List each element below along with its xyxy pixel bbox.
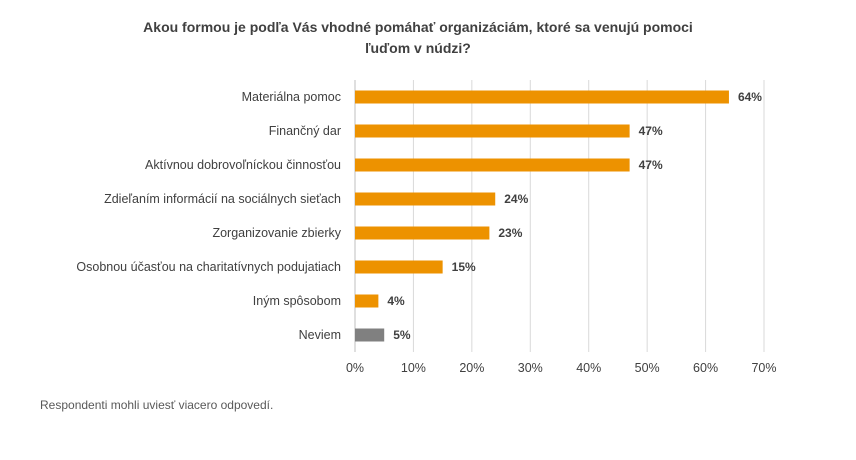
- chart-title-line-1: Akou formou je podľa Vás vhodné pomáhať …: [143, 19, 693, 35]
- category-label: Osobnou účasťou na charitatívnych poduja…: [76, 260, 341, 274]
- footnote: Respondenti mohli uviesť viacero odpoved…: [40, 398, 274, 412]
- x-tick-label: 20%: [459, 361, 484, 375]
- bar: [355, 192, 496, 206]
- bar: [355, 124, 630, 138]
- data-label: 64%: [738, 90, 762, 104]
- category-label: Iným spôsobom: [253, 294, 341, 308]
- category-label: Aktívnou dobrovoľníckou činnosťou: [145, 158, 341, 172]
- data-label: 47%: [639, 124, 663, 138]
- data-label: 4%: [387, 294, 405, 308]
- bar: [355, 260, 443, 274]
- category-label: Neviem: [299, 328, 341, 342]
- x-tick-label: 60%: [693, 361, 718, 375]
- x-tick-label: 40%: [576, 361, 601, 375]
- data-label: 23%: [498, 226, 522, 240]
- chart-title-line-2: ľuďom v núdzi?: [365, 40, 471, 56]
- x-tick-label: 70%: [751, 361, 776, 375]
- bars: [355, 90, 729, 342]
- bar: [355, 90, 729, 104]
- bar: [355, 328, 385, 342]
- data-label: 15%: [452, 260, 476, 274]
- category-label: Materiálna pomoc: [242, 90, 341, 104]
- x-tick-label: 0%: [346, 361, 364, 375]
- category-label: Finančný dar: [269, 124, 341, 138]
- data-label: 47%: [639, 158, 663, 172]
- data-label: 5%: [393, 328, 411, 342]
- category-label: Zdieľaním informácií na sociálnych sieťa…: [104, 192, 341, 206]
- bar: [355, 294, 379, 308]
- gridlines: [354, 80, 765, 352]
- x-tick-label: 10%: [401, 361, 426, 375]
- bar: [355, 226, 490, 240]
- labels: 0% 10% 20% 30% 40% 50% 60% 70% Materiálna pomoc 6…: [76, 90, 776, 375]
- bar: [355, 158, 630, 172]
- category-label: Zorganizovanie zbierky: [212, 226, 341, 240]
- data-label: 24%: [504, 192, 528, 206]
- x-tick-label: 30%: [518, 361, 543, 375]
- x-tick-label: 50%: [635, 361, 660, 375]
